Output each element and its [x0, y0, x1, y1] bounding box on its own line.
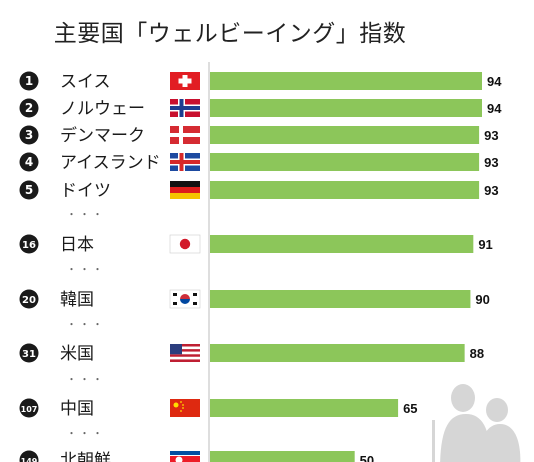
value-label: 65 [403, 401, 417, 416]
value-label: 90 [475, 292, 489, 307]
value-label: 91 [478, 237, 492, 252]
bar [210, 399, 399, 417]
category-label: アイスランド [60, 153, 161, 173]
ellipsis-separator: ・・・ [67, 429, 106, 440]
rank-number: 1 [25, 74, 33, 88]
value-label: 94 [487, 74, 502, 89]
category-label: 韓国 [60, 290, 94, 310]
korea-flag-icon [169, 289, 201, 309]
rank-number: 3 [25, 128, 33, 142]
germany-flag-icon [170, 181, 200, 199]
denmark-flag-icon [170, 126, 200, 144]
north-korea-flag-icon [170, 451, 200, 462]
rank-badge: 1 [19, 71, 39, 91]
rank-badge: 107 [19, 398, 39, 418]
category-label: スイス [60, 72, 111, 92]
bar-row: 16 日本 91 [19, 234, 493, 255]
rank-badge: 4 [19, 152, 39, 172]
bar [210, 153, 480, 171]
norway-flag-icon [170, 99, 200, 117]
ellipsis-separator: ・・・ [67, 375, 106, 386]
bar-row: 2 ノルウェー 94 [19, 98, 502, 119]
rank-number: 20 [22, 295, 36, 306]
china-flag-icon [170, 399, 200, 417]
bar [210, 451, 355, 462]
iceland-flag-icon [170, 153, 200, 171]
bar [210, 181, 480, 199]
bar-row: 31 米国 88 [19, 343, 484, 364]
value-label: 50 [360, 453, 374, 462]
bar-row: 4 アイスランド 93 [19, 152, 499, 173]
rank-number: 5 [25, 183, 33, 197]
category-label: 日本 [60, 235, 94, 255]
chart-title: 主要国「ウェルビーイング」指数 [53, 21, 407, 47]
value-label: 93 [484, 128, 498, 143]
rank-number: 2 [25, 101, 33, 115]
bar [210, 99, 482, 117]
bar-row: 149 北朝鮮 50 [19, 450, 374, 462]
bar [210, 290, 471, 308]
bar [210, 344, 465, 362]
rank-number: 107 [21, 405, 38, 414]
value-label: 94 [487, 101, 502, 116]
bar-row: 107 中国 65 [19, 398, 418, 419]
usa-flag-icon [170, 344, 200, 362]
bar [210, 126, 480, 144]
japan-flag-icon [169, 234, 201, 254]
bar [210, 235, 474, 253]
rank-badge: 5 [19, 180, 39, 200]
rank-badge: 16 [19, 234, 39, 254]
ellipsis-separator: ・・・ [67, 265, 106, 276]
ellipsis-separator: ・・・ [67, 320, 106, 331]
rank-badge: 3 [19, 125, 39, 145]
value-label: 88 [470, 346, 484, 361]
rank-number: 4 [25, 155, 33, 169]
ellipsis-separator: ・・・ [67, 210, 106, 221]
category-label: 中国 [60, 399, 94, 419]
silhouette-figures-icon [432, 384, 521, 462]
rank-number: 16 [22, 240, 36, 251]
bar-row: 20 韓国 90 [19, 289, 490, 310]
category-label: 北朝鮮 [60, 451, 111, 462]
bar-row: 5 ドイツ 93 [19, 180, 499, 201]
category-label: 米国 [60, 344, 94, 364]
category-label: ドイツ [60, 181, 111, 201]
rank-badge: 2 [19, 98, 39, 118]
rank-number: 149 [21, 457, 38, 462]
rank-number: 31 [22, 349, 36, 360]
bar-row: 1 スイス 94 [19, 71, 502, 92]
category-label: ノルウェー [60, 99, 145, 119]
category-label: デンマーク [60, 125, 145, 146]
rank-badge: 31 [19, 343, 39, 363]
rank-badge: 149 [19, 450, 39, 462]
value-label: 93 [484, 155, 498, 170]
bar [210, 72, 482, 90]
rank-badge: 20 [19, 289, 39, 309]
swiss-flag-icon [170, 72, 200, 90]
value-label: 93 [484, 183, 498, 198]
bar-row: 3 デンマーク 93 [19, 125, 499, 146]
